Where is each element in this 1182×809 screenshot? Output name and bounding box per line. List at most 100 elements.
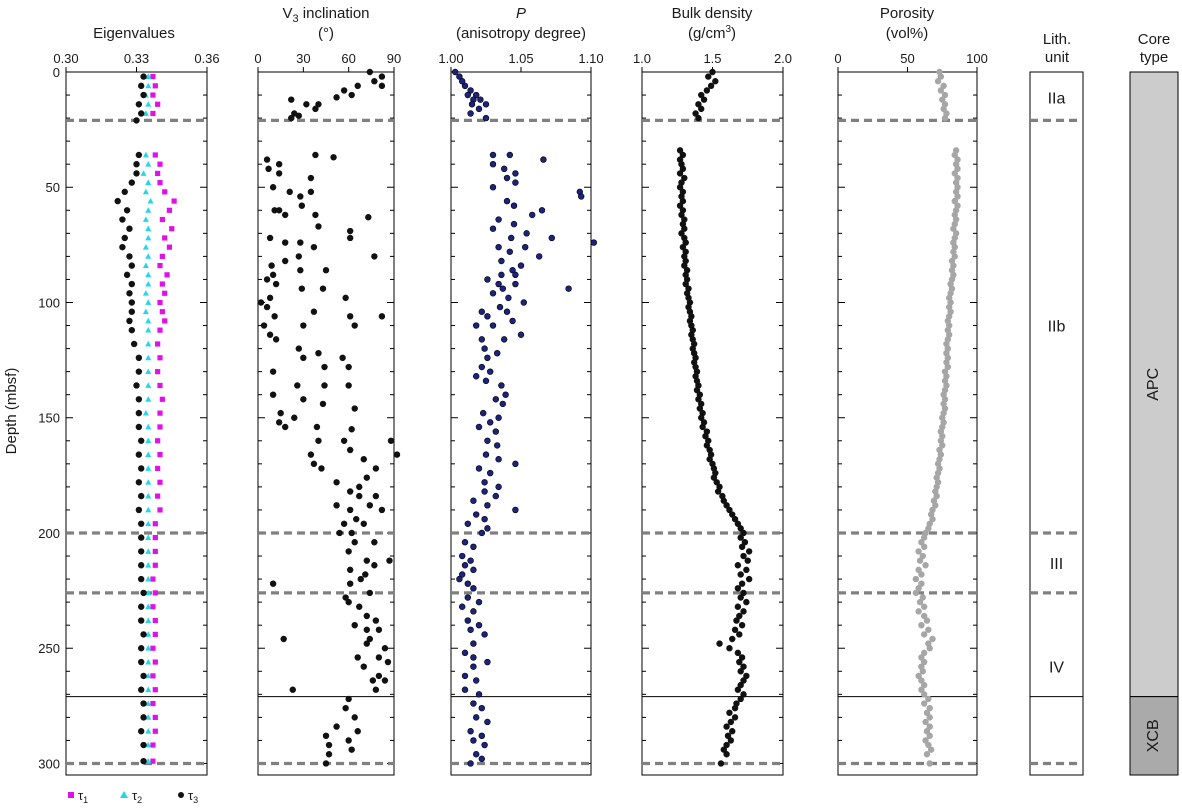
- data-point: [743, 672, 750, 680]
- data-point: [140, 757, 147, 765]
- data-point: [356, 603, 363, 610]
- data-point: [128, 308, 136, 315]
- data-point: [724, 732, 732, 740]
- data-point: [363, 640, 370, 647]
- data-point: [366, 502, 374, 509]
- data-point: [923, 709, 931, 716]
- data-point: [145, 225, 152, 232]
- data-point: [737, 695, 744, 703]
- x-tick-label: 50: [900, 51, 914, 66]
- data-point: [386, 557, 393, 564]
- data-point: [920, 658, 928, 666]
- x-tick-label: 30: [296, 51, 310, 66]
- lith-unit-column: IIa IIb III IV: [1029, 71, 1084, 776]
- data-point: [475, 465, 483, 472]
- depth-tick-label: 200: [38, 526, 60, 541]
- data-point: [138, 575, 145, 583]
- legend-tau1-marker: [68, 792, 74, 798]
- data-point: [709, 68, 716, 76]
- data-point: [676, 202, 684, 209]
- data-point: [381, 645, 389, 652]
- data-point: [503, 308, 511, 315]
- data-point: [166, 207, 172, 213]
- data-point: [916, 557, 924, 564]
- data-point: [375, 626, 383, 633]
- data-point: [150, 576, 156, 582]
- data-point: [366, 635, 374, 643]
- data-point: [731, 515, 739, 523]
- data-point: [489, 151, 497, 159]
- data-point: [696, 405, 704, 412]
- data-point: [142, 290, 149, 296]
- data-point: [473, 677, 480, 684]
- data-point: [157, 479, 163, 485]
- data-point: [717, 760, 725, 767]
- data-point: [384, 658, 392, 666]
- x-tick-label: 0: [834, 51, 841, 66]
- data-point: [679, 151, 687, 159]
- data-point: [333, 94, 340, 101]
- data-point: [321, 382, 328, 389]
- data-point: [298, 285, 306, 292]
- data-point: [140, 91, 147, 99]
- legend-tau3-marker: [178, 792, 184, 798]
- data-point: [152, 687, 158, 693]
- data-point: [923, 728, 931, 735]
- data-point: [726, 506, 733, 514]
- data-point: [393, 451, 401, 458]
- data-point: [294, 382, 301, 389]
- data-point: [481, 345, 488, 352]
- data-point: [272, 336, 280, 343]
- depth-tick-label: 250: [38, 641, 60, 656]
- data-point: [734, 585, 742, 592]
- data-point: [295, 345, 302, 352]
- data-point: [145, 73, 152, 80]
- data-point: [121, 234, 128, 242]
- data-point: [128, 299, 136, 306]
- data-point: [345, 363, 352, 371]
- bd-unit: (g/cm3): [688, 24, 736, 42]
- data-point: [489, 290, 497, 297]
- data-point: [138, 534, 145, 541]
- data-point: [145, 714, 152, 720]
- data-point: [679, 243, 687, 251]
- data-point: [590, 239, 597, 246]
- data-point: [681, 174, 688, 182]
- v3-title: V3 inclination: [282, 5, 369, 25]
- data-point: [371, 78, 378, 85]
- data-point: [487, 469, 494, 477]
- data-point: [322, 267, 330, 274]
- x-tick-label: 0: [254, 51, 261, 66]
- data-point: [467, 760, 474, 767]
- data-point: [325, 741, 333, 749]
- data-point: [692, 110, 699, 117]
- data-point: [932, 502, 939, 509]
- data-point: [723, 723, 730, 730]
- data-point: [145, 451, 152, 458]
- data-point: [150, 74, 156, 80]
- data-point: [133, 160, 140, 168]
- data-point: [340, 437, 348, 444]
- data-point: [920, 534, 928, 541]
- data-point: [348, 746, 355, 753]
- data-point: [360, 456, 367, 463]
- data-point: [679, 165, 687, 173]
- data-point: [922, 737, 929, 744]
- data-point: [145, 234, 152, 241]
- data-point: [138, 110, 145, 117]
- data-point: [142, 151, 149, 158]
- data-point: [729, 728, 736, 735]
- data-point: [366, 589, 374, 597]
- data-point: [733, 617, 740, 624]
- data-point: [152, 83, 158, 89]
- data-point: [140, 741, 147, 749]
- core-title-line2: type: [1140, 49, 1168, 66]
- data-point: [340, 520, 348, 527]
- data-point: [381, 677, 389, 684]
- data-point: [157, 299, 163, 306]
- data-point: [145, 326, 152, 333]
- bd-unit-a: (g/cm: [688, 25, 726, 42]
- plot-frame: [65, 71, 208, 776]
- data-point: [152, 728, 158, 734]
- data-point: [734, 649, 742, 657]
